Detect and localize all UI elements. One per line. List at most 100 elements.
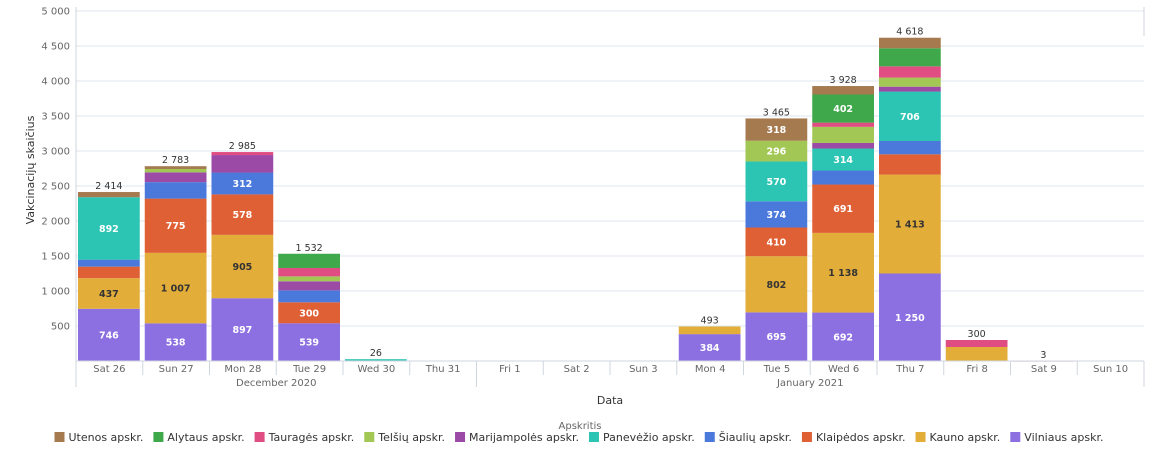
x-tick-label: Sun 27 — [159, 364, 194, 375]
bar-segment[interactable] — [945, 347, 1008, 361]
bar-segment[interactable] — [812, 312, 874, 361]
bar-segment[interactable] — [879, 273, 941, 362]
segment-data-label: 892 — [99, 224, 119, 235]
bar-segment[interactable] — [144, 166, 207, 169]
bar-segment[interactable] — [278, 253, 340, 268]
bar-segment[interactable] — [278, 281, 340, 291]
bar-segment[interactable] — [812, 142, 874, 149]
legend-item[interactable]: Klaipėdos apskr. — [801, 431, 906, 444]
y-axis-title: Vakcinacijų skaičius — [24, 115, 37, 224]
bar-segment[interactable] — [78, 266, 140, 279]
legend-item[interactable]: Kauno apskr. — [915, 431, 1001, 444]
y-tick-label: 4 500 — [41, 42, 70, 53]
legend-item[interactable]: Marijampolės apskr. — [455, 431, 579, 444]
bar-segment[interactable] — [144, 252, 207, 324]
bar-segment[interactable] — [78, 197, 140, 260]
bar-segment[interactable] — [812, 126, 874, 143]
segment-data-label: 314 — [833, 155, 853, 166]
x-tick-label: Mon 28 — [224, 364, 261, 375]
bar-segment[interactable] — [278, 302, 340, 324]
bar-segment[interactable] — [278, 267, 340, 277]
bar-total-label: 2 985 — [229, 141, 256, 152]
bar-segment[interactable] — [745, 118, 808, 141]
segment-data-label: 1 138 — [828, 268, 858, 279]
bar-segment[interactable] — [812, 148, 874, 171]
month-group-label: January 2021 — [776, 378, 844, 389]
bar-segment[interactable] — [879, 48, 941, 67]
bar-segment[interactable] — [78, 259, 140, 267]
bar-segment[interactable] — [879, 66, 941, 78]
bar-total-label: 3 465 — [763, 107, 790, 118]
bar-segment[interactable] — [745, 161, 808, 202]
legend-item[interactable]: Šiaulių apskr. — [704, 431, 792, 444]
bar-segment[interactable] — [745, 256, 808, 313]
legend-swatch — [54, 432, 65, 442]
bar-segment[interactable] — [879, 91, 941, 141]
bar-segment[interactable] — [211, 194, 274, 235]
legend-item[interactable]: Vilniaus apskr. — [1010, 431, 1104, 444]
bar-segment[interactable] — [144, 182, 207, 199]
bar-segment[interactable] — [945, 340, 1008, 347]
bar-segment[interactable] — [211, 152, 274, 156]
segment-data-label: 905 — [232, 262, 252, 273]
bar-segment[interactable] — [812, 170, 874, 185]
bar-segment[interactable] — [345, 359, 407, 361]
legend-label: Utenos apskr. — [69, 431, 144, 444]
legend-item[interactable]: Panevėžio apskr. — [588, 431, 695, 444]
bar-segment[interactable] — [745, 227, 808, 257]
x-tick-label: Mon 4 — [695, 364, 726, 375]
bar-segment[interactable] — [745, 140, 808, 162]
month-group-label: December 2020 — [236, 378, 316, 389]
segment-data-label: 695 — [766, 332, 786, 343]
bar-segment[interactable] — [879, 140, 941, 155]
bar-segment[interactable] — [812, 122, 874, 127]
bar-segment[interactable] — [78, 308, 140, 361]
legend-label: Telšių apskr. — [377, 431, 445, 444]
bar-segment[interactable] — [879, 174, 941, 274]
bar-segment[interactable] — [78, 192, 140, 198]
bar-segment[interactable] — [211, 172, 274, 195]
bar-segment[interactable] — [78, 278, 140, 309]
bar-segment[interactable] — [812, 94, 874, 123]
bar-segment[interactable] — [879, 154, 941, 175]
x-tick-label: Sun 10 — [1093, 364, 1128, 375]
bar-segment[interactable] — [278, 323, 340, 361]
bar-segment[interactable] — [812, 232, 874, 313]
bar-segment[interactable] — [745, 312, 808, 361]
bar-segment[interactable] — [144, 168, 207, 173]
bar-segment[interactable] — [812, 184, 874, 233]
bar-total-label: 1 532 — [296, 243, 323, 254]
legend-item[interactable]: Utenos apskr. — [54, 431, 144, 444]
bar-segment[interactable] — [879, 37, 941, 49]
bar-segment[interactable] — [678, 326, 741, 335]
bar-segment[interactable] — [144, 172, 207, 183]
bar-segment[interactable] — [278, 290, 340, 303]
bar-segment[interactable] — [211, 155, 274, 173]
bar-segment[interactable] — [211, 234, 274, 299]
segment-data-label: 296 — [766, 147, 786, 158]
x-axis: Sat 26 Sun 27 Mon 28 Tue 29 Wed 30 Thu 31 Fri … — [75, 360, 1145, 389]
legend-item[interactable]: Telšių apskr. — [364, 431, 445, 444]
bar-segment[interactable] — [812, 86, 874, 95]
segment-data-label: 897 — [232, 325, 252, 336]
bar-segment[interactable] — [144, 198, 207, 253]
bar-total-label: 493 — [701, 315, 719, 326]
bar-segment[interactable] — [144, 323, 207, 361]
legend-item[interactable]: Tauragės apskr. — [254, 431, 355, 444]
segment-data-label: 1 413 — [895, 220, 925, 231]
bar-segment[interactable] — [278, 276, 340, 282]
x-tick-label: Fri 8 — [966, 364, 987, 375]
legend-swatch — [704, 432, 715, 442]
segment-data-label: 706 — [900, 112, 920, 123]
bar-segment[interactable] — [211, 298, 274, 361]
segment-data-label: 374 — [766, 210, 786, 221]
x-tick-label: Wed 6 — [828, 364, 859, 375]
bar-segment[interactable] — [879, 77, 941, 87]
y-tick-label: 500 — [51, 322, 70, 333]
bar-segment[interactable] — [745, 201, 808, 228]
segment-data-label: 410 — [766, 237, 786, 248]
bar-segment[interactable] — [678, 334, 741, 361]
bar-segment[interactable] — [879, 86, 941, 92]
legend-item[interactable]: Alytaus apskr. — [153, 431, 245, 444]
